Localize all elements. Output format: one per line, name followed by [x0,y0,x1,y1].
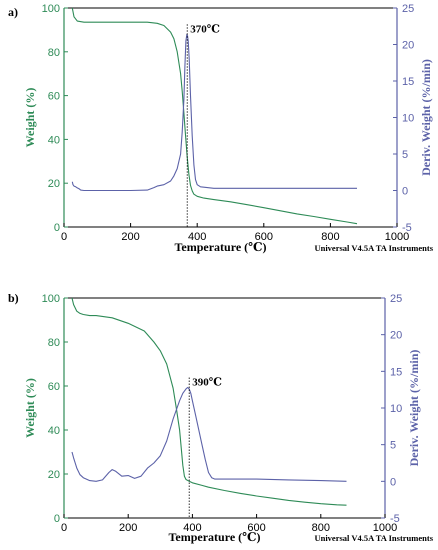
deriv-weight-curve [71,33,357,192]
right-tick-label: -5 [390,513,400,525]
weight-curve [71,297,347,506]
left-tick-label: 60 [48,91,60,103]
left-tick-label: 60 [48,381,60,393]
right-tick-label: 0 [402,186,408,198]
peak-annotation: 390℃ [192,376,222,388]
left-tick-label: 100 [42,3,60,15]
deriv-weight-curve [71,386,347,482]
x-axis-title: Temperature (℃) [168,530,260,544]
right-tick-label: 20 [402,40,414,52]
x-tick-label: 600 [255,231,273,243]
left-tick-label: 0 [54,222,60,234]
weight-curve [71,7,358,225]
x-tick-label: 0 [61,522,67,534]
y-axis-title-left: Weight (%) [23,378,37,438]
left-tick-label: 80 [48,337,60,349]
right-tick-label: 5 [402,149,408,161]
left-tick-label: 20 [48,178,60,190]
x-tick-label: 200 [119,522,137,534]
right-tick-label: 10 [390,403,402,415]
right-tick-label: 25 [390,293,402,305]
left-tick-label: 20 [48,469,60,481]
x-tick-label: 400 [183,522,201,534]
left-tick-label: 100 [42,293,60,305]
right-tick-label: 10 [402,113,414,125]
right-tick-label: 15 [402,76,414,88]
y-axis-title-right: Deriv. Weight (%/min) [407,350,421,467]
tga-panel-b: b) 0 200 400 600 800 1000 0 20 40 60 80 100 -5 0 5 10 15 2… [8,291,434,544]
left-tick-label: 40 [48,134,60,146]
panel-label: b) [8,291,19,305]
panel-label: a) [8,5,18,19]
left-tick-label: 80 [48,47,60,59]
left-tick-label: 0 [54,513,60,525]
right-tick-label: 20 [390,330,402,342]
right-tick-label: 15 [390,366,402,378]
y-axis-title-right: Deriv. Weight (%/min) [419,59,433,176]
x-tick-label: 800 [312,522,330,534]
right-tick-label: 5 [390,440,396,452]
x-axis-title: Temperature (℃) [174,240,266,254]
x-tick-label: 600 [247,522,265,534]
x-tick-label: 0 [61,231,67,243]
right-tick-label: 25 [402,3,414,15]
x-tick-label: 1000 [373,522,397,534]
x-tick-label: 200 [121,231,139,243]
peak-annotation: 370℃ [190,23,220,35]
y-axis-title-left: Weight (%) [23,88,37,148]
x-tick-label: 1000 [385,231,409,243]
tga-panel-a: a) 0 200 400 600 800 1000 0 20 40 60 80 100 -5 0 5 10 15 2… [8,3,434,254]
right-tick-label: 0 [390,476,396,488]
x-tick-label: 800 [321,231,339,243]
x-tick-label: 400 [188,231,206,243]
right-tick-label: -5 [402,222,412,234]
instrument-credit: Universal V4.5A TA Instruments [314,243,433,253]
instrument-credit: Universal V4.5A TA Instruments [314,533,433,543]
left-tick-label: 40 [48,425,60,437]
